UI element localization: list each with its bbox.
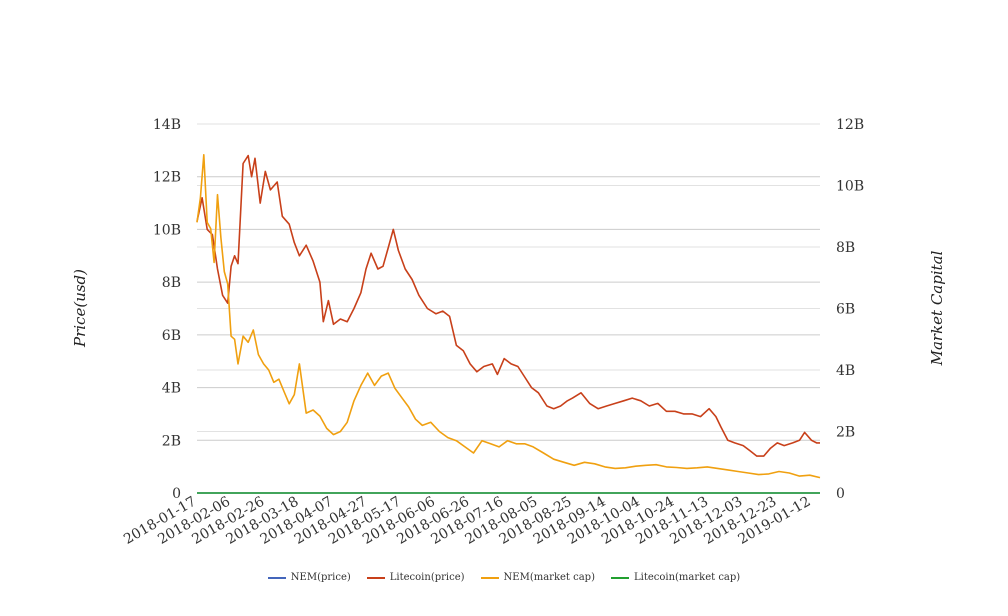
- right-tick-label: 2B: [836, 425, 855, 441]
- left-tick-label: 12B: [153, 170, 181, 186]
- left-tick-label: 4B: [162, 381, 181, 397]
- legend-swatch: [480, 576, 499, 579]
- left-tick-label: 2B: [162, 433, 181, 449]
- right-tick-label: 12B: [836, 117, 864, 133]
- left-tick-label: 8B: [162, 275, 181, 291]
- legend-swatch: [611, 576, 629, 579]
- right-tick-label: 4B: [836, 363, 855, 379]
- legend-label: Litecoin(price): [389, 572, 465, 583]
- left-tick-label: 10B: [153, 222, 181, 238]
- right-tick-label: 8B: [836, 240, 855, 256]
- right-tick-label: 10B: [836, 179, 864, 195]
- right-axis-ticks: 0 2B 4B 6B 8B 10B 12B: [836, 117, 864, 502]
- left-axis-title: Price(usd): [71, 269, 89, 348]
- legend-label: NEM(market cap): [503, 572, 595, 583]
- left-tick-label: 6B: [162, 328, 181, 344]
- legend-label: Litecoin(market cap): [634, 572, 741, 583]
- legend-swatch: [267, 576, 286, 579]
- right-tick-label: 0: [836, 486, 845, 502]
- left-tick-label: 0: [172, 486, 181, 502]
- left-tick-label: 14B: [153, 117, 181, 133]
- legend: NEM(price) Litecoin(price) NEM(market cap)…: [0, 572, 1008, 583]
- grid-lines: [197, 123, 820, 441]
- legend-item[interactable]: NEM(market cap): [480, 572, 595, 583]
- x-axis-ticks: 2018-01-172018-02-062018-02-262018-03-18…: [121, 494, 813, 548]
- legend-item[interactable]: Litecoin(price): [366, 572, 465, 583]
- series-line-nem-market-cap: [196, 154, 821, 479]
- right-tick-label: 6B: [836, 302, 855, 318]
- series-line-litecoin-price: [196, 154, 820, 457]
- legend-label: NEM(price): [290, 572, 351, 583]
- legend-item[interactable]: NEM(price): [267, 572, 351, 583]
- right-axis-title: Market Capital: [928, 250, 946, 366]
- left-axis-ticks: 0 2B 4B 6B 8B 10B 12B 14B: [153, 117, 181, 502]
- legend-item[interactable]: Litecoin(market cap): [611, 572, 740, 583]
- legend-swatch: [366, 576, 385, 579]
- series-layer: [196, 154, 821, 494]
